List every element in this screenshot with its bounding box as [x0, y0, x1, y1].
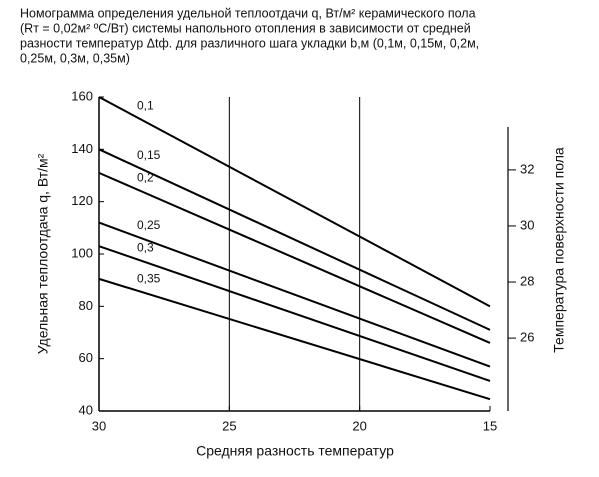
title-line: (Rт = 0,02м² ºС/Вт) системы напольного о… [20, 21, 471, 35]
y-tick-label: 140 [71, 141, 93, 156]
x-tick-label: 20 [352, 418, 366, 433]
series-line [98, 277, 491, 401]
x-tick-label: 25 [222, 418, 236, 433]
series-label: 0,25 [137, 218, 161, 232]
y-tick-label: 80 [79, 298, 93, 313]
y-tick-label: 120 [71, 193, 93, 208]
y-tick-label: 100 [71, 245, 93, 260]
x-tick-label: 30 [92, 418, 106, 433]
series-line [98, 245, 491, 382]
y-axis-label: Удельная теплоотдача q, Вт/м² [35, 153, 51, 354]
title-line: 0,25м, 0,3м, 0,35м) [20, 51, 130, 65]
series-line [98, 221, 491, 368]
series-line [98, 96, 491, 308]
y2-tick-label: 30 [520, 217, 534, 232]
series-label: 0,15 [137, 148, 161, 162]
y2-tick-label: 28 [520, 273, 534, 288]
y2-tick-label: 26 [520, 330, 534, 345]
y2-axis-label: Температура поверхности пола [551, 147, 567, 353]
series-label: 0,2 [137, 171, 154, 185]
series-line [98, 148, 491, 331]
title-line: Номограмма определения удельной теплоотд… [20, 6, 476, 20]
y-tick-label: 160 [71, 88, 93, 103]
series-label: 0,35 [137, 272, 161, 286]
x-axis-label: Средняя разность температур [196, 443, 394, 459]
x-tick-label: 15 [483, 418, 497, 433]
series-label: 0,3 [137, 240, 154, 254]
series-line [98, 171, 491, 344]
y-tick-label: 40 [79, 402, 93, 417]
y2-tick-label: 32 [520, 161, 534, 176]
y-tick-label: 60 [79, 350, 93, 365]
title-line: разности температур Δtф. для различного … [20, 36, 479, 50]
series-label: 0,1 [137, 99, 154, 113]
